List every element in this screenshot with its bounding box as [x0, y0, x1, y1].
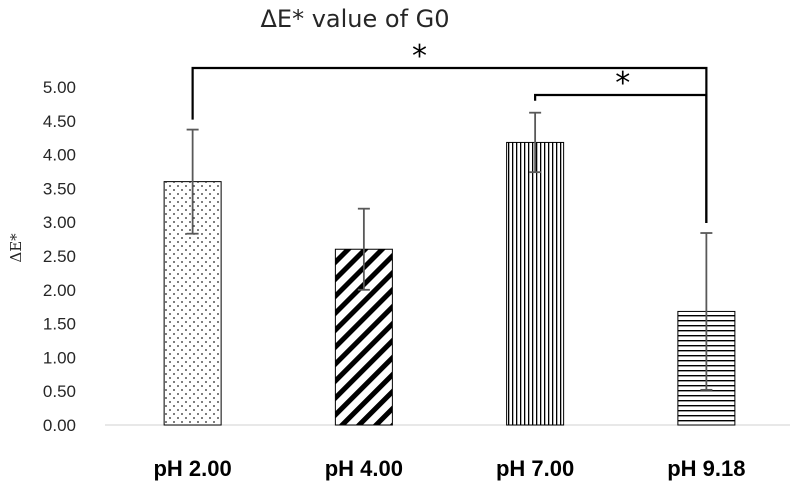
y-tick-label: 4.50	[43, 112, 76, 131]
error-bars	[186, 111, 713, 391]
chart-title: ΔE* value of G0	[260, 5, 449, 33]
y-tick-label: 4.00	[43, 146, 76, 165]
y-tick-label: 0.50	[43, 382, 76, 401]
x-category-label: pH 4.00	[325, 456, 403, 481]
y-tick-label: 3.50	[43, 179, 76, 198]
significance-star: *	[412, 39, 427, 74]
x-category-label: pH 9.18	[667, 456, 745, 481]
x-category-label: pH 7.00	[496, 456, 574, 481]
category-labels: pH 2.00 pH 4.00 pH 7.00 pH 9.18	[153, 456, 745, 481]
error-bar-1	[186, 128, 199, 235]
y-tick-label: 2.50	[43, 247, 76, 266]
error-bar-4	[700, 232, 713, 391]
y-tick-label: 3.00	[43, 213, 76, 232]
y-tick-label: 0.00	[43, 416, 76, 435]
y-tick-label: 2.00	[43, 281, 76, 300]
y-tick-label: 1.00	[43, 348, 76, 367]
error-bar-2	[357, 207, 370, 291]
x-category-label: pH 2.00	[153, 456, 231, 481]
significance-star: *	[615, 66, 630, 101]
y-tick-label: 5.00	[43, 78, 76, 97]
significance-brackets: **	[191, 39, 708, 224]
y-tick-label: 1.50	[43, 315, 76, 334]
bars	[163, 141, 736, 426]
y-axis-label: ΔE*	[7, 233, 25, 263]
error-bar-3	[529, 111, 542, 174]
bar-3	[506, 141, 565, 426]
significance-bracket-2: *	[534, 66, 708, 224]
y-axis-ticks: 0.00 0.50 1.00 1.50 2.00 2.50 3.00 3.50 4.00 4.50…	[43, 78, 76, 435]
